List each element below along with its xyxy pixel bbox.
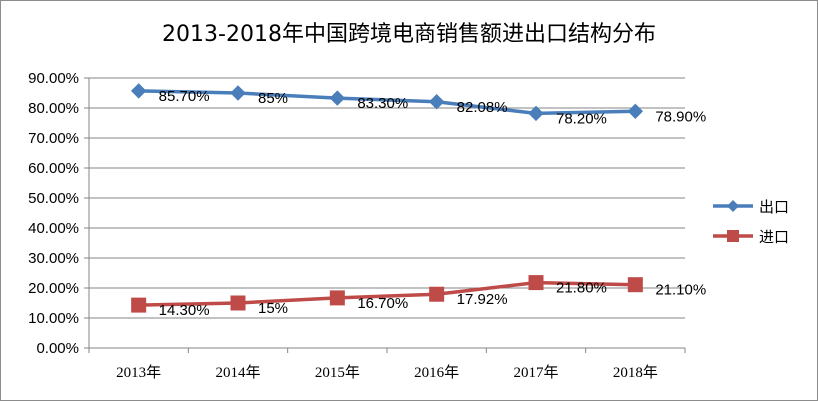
- legend-marker: [727, 230, 739, 242]
- y-tick-label: 0.00%: [36, 340, 79, 357]
- y-tick-label: 30.00%: [28, 250, 79, 267]
- legend-label: 进口: [759, 228, 789, 246]
- data-label: 14.30%: [159, 302, 210, 319]
- y-tick-label: 80.00%: [28, 100, 79, 117]
- data-point: [329, 90, 346, 106]
- data-label: 83.30%: [357, 95, 408, 112]
- x-tick-label: 2017年: [513, 364, 558, 381]
- x-axis: 2013年 2014年 2015年 2016年 2017年 2018年: [88, 347, 686, 381]
- data-point: [131, 297, 147, 313]
- data-label: 17.92%: [457, 291, 508, 308]
- data-label: 78.20%: [556, 110, 607, 127]
- data-point: [627, 277, 643, 293]
- chart-title: 2013-2018年中国跨境电商销售额进出口结构分布: [162, 22, 656, 47]
- data-point: [329, 290, 345, 306]
- data-point: [528, 275, 544, 291]
- legend-label: 出口: [759, 198, 789, 216]
- data-point: [230, 295, 246, 311]
- data-point: [130, 83, 147, 99]
- y-tick-label: 60.00%: [28, 160, 79, 177]
- x-tick-label: 2014年: [215, 364, 260, 381]
- data-label: 16.70%: [357, 295, 408, 312]
- data-label: 82.08%: [457, 99, 508, 116]
- data-point: [230, 85, 246, 101]
- y-tick-label: 50.00%: [28, 190, 79, 207]
- data-point: [428, 94, 445, 110]
- data-label: 85.70%: [159, 88, 210, 105]
- series-group: [130, 83, 644, 313]
- y-tick-label: 20.00%: [28, 280, 79, 297]
- x-tick-label: 2016年: [414, 364, 459, 381]
- x-tick-label: 2018年: [613, 364, 658, 381]
- data-label: 85%: [258, 90, 288, 107]
- x-tick-label: 2015年: [315, 364, 360, 381]
- data-label: 21.10%: [655, 282, 706, 299]
- y-tick-label: 10.00%: [28, 310, 79, 327]
- data-label: 21.80%: [556, 280, 607, 297]
- data-label: 15%: [258, 300, 288, 317]
- data-point: [528, 105, 544, 122]
- y-tick-label: 70.00%: [28, 130, 79, 147]
- x-tick-label: 2013年: [116, 364, 161, 381]
- data-labels: 85.70% 85% 83.30% 82.08% 78.20% 78.90% 14.30% 1…: [159, 88, 707, 319]
- y-tick-label: 90.00%: [28, 70, 79, 87]
- data-point: [627, 103, 644, 120]
- series-line-1: [136, 89, 638, 116]
- gridlines: [89, 77, 685, 349]
- data-point: [429, 286, 445, 302]
- legend-marker: [727, 200, 739, 212]
- data-label: 78.90%: [655, 108, 706, 125]
- series-line-2: [136, 280, 638, 307]
- y-axis: 0.00% 10.00% 20.00% 30.00% 40.00% 50.00% 60.00…: [28, 70, 90, 357]
- y-tick-label: 40.00%: [28, 220, 79, 237]
